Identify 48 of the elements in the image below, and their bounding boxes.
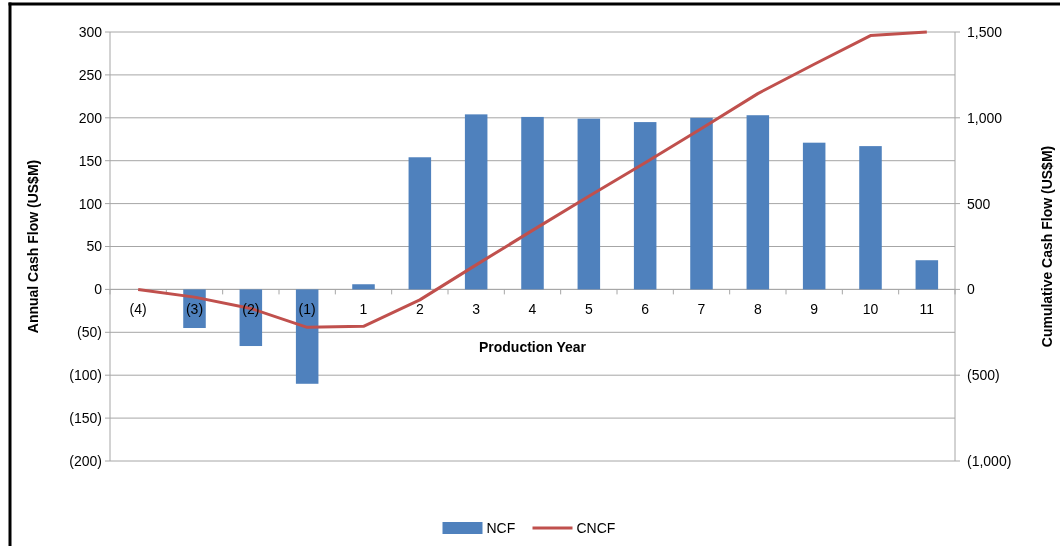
x-tick-label: (1) [298,301,316,318]
bar [859,146,882,290]
y-tick-label: 0 [94,281,103,298]
x-tick-label: 1 [359,301,368,318]
bar [408,157,432,290]
x-tick-label: (3) [185,301,204,318]
bar [915,260,939,290]
bar [690,117,713,290]
legend-label: NCF [486,519,516,536]
y2-tick-label: (1,000) [967,452,1012,469]
y-tick-label: (200) [69,452,102,469]
x-tick-label: 4 [528,301,537,318]
y-tick-label: 200 [78,109,103,126]
y-tick-label: 300 [78,23,103,40]
bar [802,142,826,290]
bar [746,115,770,290]
y2-tick-label: (500) [967,367,1000,384]
x-tick-label: 6 [641,301,650,318]
x-tick-label: 11 [919,301,935,318]
x-tick-label: 5 [584,301,593,318]
x-tick-label: 8 [753,301,762,318]
bar [521,116,544,290]
y-axis-title: Annual Cash Flow (US$M) [25,159,41,334]
y-tick-label: 100 [78,195,103,212]
x-tick-label: 2 [415,301,424,318]
y-tick-label: (100) [69,367,102,384]
y-tick-label: 250 [78,66,103,83]
bar [633,122,657,290]
x-tick-label: (4) [129,301,147,318]
bar [577,118,601,290]
y-tick-label: 150 [78,152,103,169]
y2-axis-title: Cumulative Cash Flow (US$M) [1039,145,1055,348]
bar [464,114,488,290]
x-axis-title: Production Year [478,339,587,356]
y-tick-label: (150) [69,410,102,426]
y2-tick-label: 1,000 [967,109,1003,126]
y2-tick-label: 1,500 [967,23,1003,40]
bar [352,284,375,290]
x-tick-label: 10 [862,301,879,318]
legend-label: CNCF [576,519,616,536]
x-tick-label: 9 [810,301,819,318]
bar [295,289,319,384]
x-tick-label: 3 [472,301,481,318]
y-tick-label: 50 [86,238,103,255]
y2-tick-label: 500 [967,195,991,212]
x-tick-label: 7 [697,301,706,318]
y2-tick-label: 0 [967,281,975,298]
y-tick-label: (50) [77,324,102,341]
